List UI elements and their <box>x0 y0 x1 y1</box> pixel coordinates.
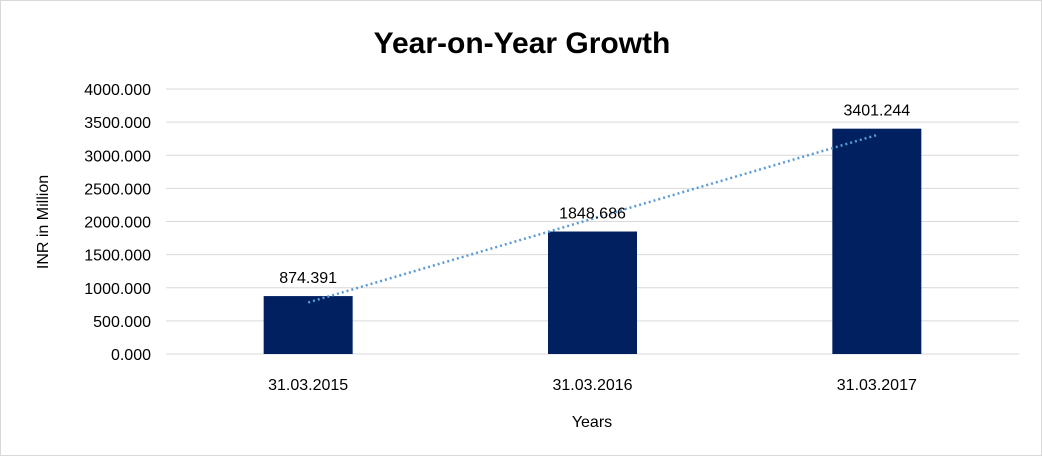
y-tick-label: 500.000 <box>93 314 151 331</box>
data-label: 3401.244 <box>843 103 910 120</box>
linear-trendline <box>307 133 878 304</box>
bar-31.03.2015 <box>263 296 353 354</box>
x-axis-title: Years <box>572 414 612 431</box>
bar-31.03.2016 <box>548 231 637 354</box>
y-tick-label: 1000.000 <box>84 281 151 298</box>
y-axis-ticks: 0.000 500.000 1000.000 1500.000 2000.000 2500… <box>84 82 151 364</box>
y-tick-label: 2000.000 <box>84 215 151 232</box>
x-tick-label: 31.03.2016 <box>552 377 632 394</box>
y-tick-label: 4000.000 <box>84 82 151 99</box>
chart-title: Year-on-Year Growth <box>374 27 671 60</box>
bar-31.03.2017 <box>832 128 922 354</box>
data-label: 874.391 <box>279 270 337 287</box>
x-tick-label: 31.03.2017 <box>837 377 917 394</box>
bars <box>263 128 922 354</box>
y-axis-title: INR in Million <box>35 175 52 269</box>
y-tick-label: 3000.000 <box>84 148 151 165</box>
x-axis-ticks: 31.03.2015 31.03.2016 31.03.2017 <box>268 377 917 394</box>
y-tick-label: 2500.000 <box>84 181 151 198</box>
y-tick-label: 0.000 <box>111 347 151 364</box>
trendline <box>307 133 878 304</box>
y-tick-label: 1500.000 <box>84 248 151 265</box>
data-labels: 874.391 1848.686 3401.244 <box>279 103 910 287</box>
data-label: 1848.686 <box>559 206 626 223</box>
y-tick-label: 3500.000 <box>84 115 151 132</box>
x-tick-label: 31.03.2015 <box>268 377 348 394</box>
